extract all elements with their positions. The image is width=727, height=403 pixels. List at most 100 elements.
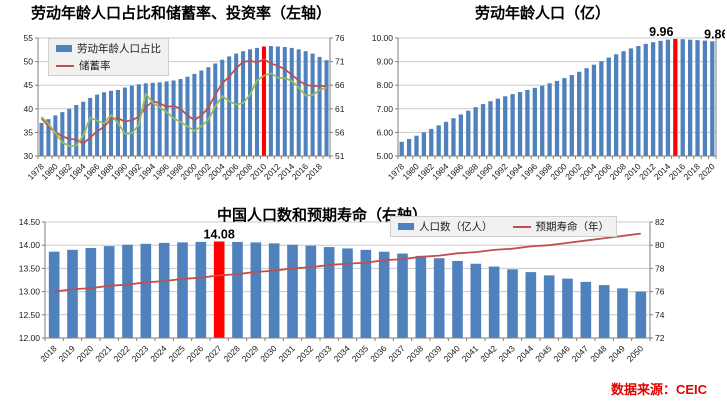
bar	[452, 260, 463, 338]
bar	[275, 46, 280, 156]
bar	[562, 278, 573, 338]
x-axis-label: 2034	[331, 343, 352, 364]
y-axis-label: 51	[335, 151, 345, 161]
chart-labor-share-savings-investment: 劳动年龄人口占比和储蓄率、投资率（左轴） 劳动年龄人口占比 储蓄率 30 35 40…	[2, 2, 360, 204]
bar	[74, 105, 79, 156]
bar	[227, 56, 232, 156]
bar	[543, 275, 555, 338]
bar	[232, 241, 243, 338]
bar	[289, 47, 294, 156]
bar	[433, 258, 445, 338]
legend-item-labor-share: 劳动年龄人口占比	[56, 41, 161, 56]
bar	[48, 251, 60, 338]
y-axis-label: 74	[655, 310, 665, 320]
legend-label: 预期寿命（年）	[535, 221, 610, 233]
x-axis-label: 2038	[405, 343, 426, 364]
legend: 劳动年龄人口占比 储蓄率	[48, 38, 169, 76]
y-axis-label: 80	[655, 240, 665, 250]
y-axis-label: 14.50	[19, 217, 41, 227]
chart-title: 劳动年龄人口占比和储蓄率、投资率（左轴）	[30, 5, 331, 22]
bar	[710, 41, 715, 156]
bar	[466, 110, 471, 156]
plot-area: 30 35 40 45 50 55 51 56 61 66 71 76 1978 1980 1982 1984…	[2, 2, 360, 204]
data-source-note: 数据来源：CEIC	[610, 382, 707, 397]
chart-title: 中国人口数和预期寿命（右轴）	[216, 207, 427, 224]
bar	[85, 247, 97, 338]
bar	[287, 244, 298, 338]
plot-svg: 5.006.007.008.009.0010.00197819801982198…	[372, 25, 727, 182]
bar	[220, 59, 225, 156]
x-axis-label: 2036	[368, 343, 389, 364]
bar	[635, 291, 647, 338]
bar	[525, 89, 530, 156]
bar	[650, 42, 656, 156]
bar	[577, 71, 582, 156]
bar	[621, 51, 626, 156]
bar	[143, 83, 148, 156]
legend-label: 人口数（亿人）	[419, 221, 493, 233]
bar	[164, 81, 169, 156]
y-axis-label: 6.00	[376, 127, 393, 137]
y-axis-label: 7.00	[376, 104, 393, 114]
x-axis-label: 2019	[56, 343, 77, 364]
bar	[192, 73, 197, 156]
x-axis-label: 2044	[515, 343, 536, 364]
bar	[53, 115, 58, 156]
legend-label: 劳动年龄人口占比	[77, 43, 161, 55]
bar	[547, 83, 552, 156]
bar	[305, 245, 317, 338]
bar	[617, 288, 628, 338]
x-axis-label: 2025	[166, 343, 187, 364]
x-axis-label: 2018	[38, 343, 59, 364]
bar	[510, 94, 515, 156]
bar	[67, 108, 72, 156]
bar-swatch-icon	[56, 45, 72, 52]
bar	[503, 96, 508, 156]
bar	[414, 135, 419, 156]
bar	[206, 67, 211, 156]
bar	[213, 63, 218, 156]
x-axis-label: 2047	[570, 343, 591, 364]
y-axis-label: 66	[335, 80, 345, 90]
x-axis-label: 2042	[478, 343, 499, 364]
x-axis-label: 2035	[350, 343, 371, 364]
y-axis-label: 5.00	[376, 151, 393, 161]
bar	[525, 272, 537, 338]
data-label: 9.86	[704, 27, 725, 41]
y-axis-label: 13.00	[19, 287, 41, 297]
x-axis-label: 2033	[313, 343, 334, 364]
line-series	[54, 232, 641, 293]
bar	[636, 46, 641, 156]
x-axis-label: 2023	[130, 343, 151, 364]
bar	[199, 70, 204, 156]
bar	[415, 255, 427, 338]
bar	[540, 85, 545, 156]
bar	[136, 84, 141, 156]
bar	[687, 39, 693, 156]
x-axis-label: 2049	[606, 343, 627, 364]
y-axis-label: 12.50	[19, 310, 41, 320]
bar	[658, 40, 663, 156]
line-swatch-icon	[512, 225, 531, 228]
bar	[88, 97, 93, 156]
bar	[81, 101, 86, 156]
bar	[399, 141, 404, 156]
bar	[443, 121, 449, 156]
bar	[599, 61, 604, 156]
x-axis-label: 2018	[304, 161, 325, 182]
bar	[488, 101, 493, 156]
bar	[458, 114, 464, 156]
bar	[268, 46, 273, 156]
highlight-bar	[213, 241, 225, 338]
x-axis-label: 2020	[696, 161, 717, 182]
bar	[680, 39, 685, 156]
bar	[480, 104, 486, 156]
bar	[584, 68, 589, 156]
bar	[157, 82, 162, 156]
bar	[517, 92, 523, 156]
x-axis-label: 2032	[295, 343, 316, 364]
bar	[158, 242, 170, 338]
bar	[628, 48, 634, 156]
y-axis-label: 82	[655, 217, 665, 227]
